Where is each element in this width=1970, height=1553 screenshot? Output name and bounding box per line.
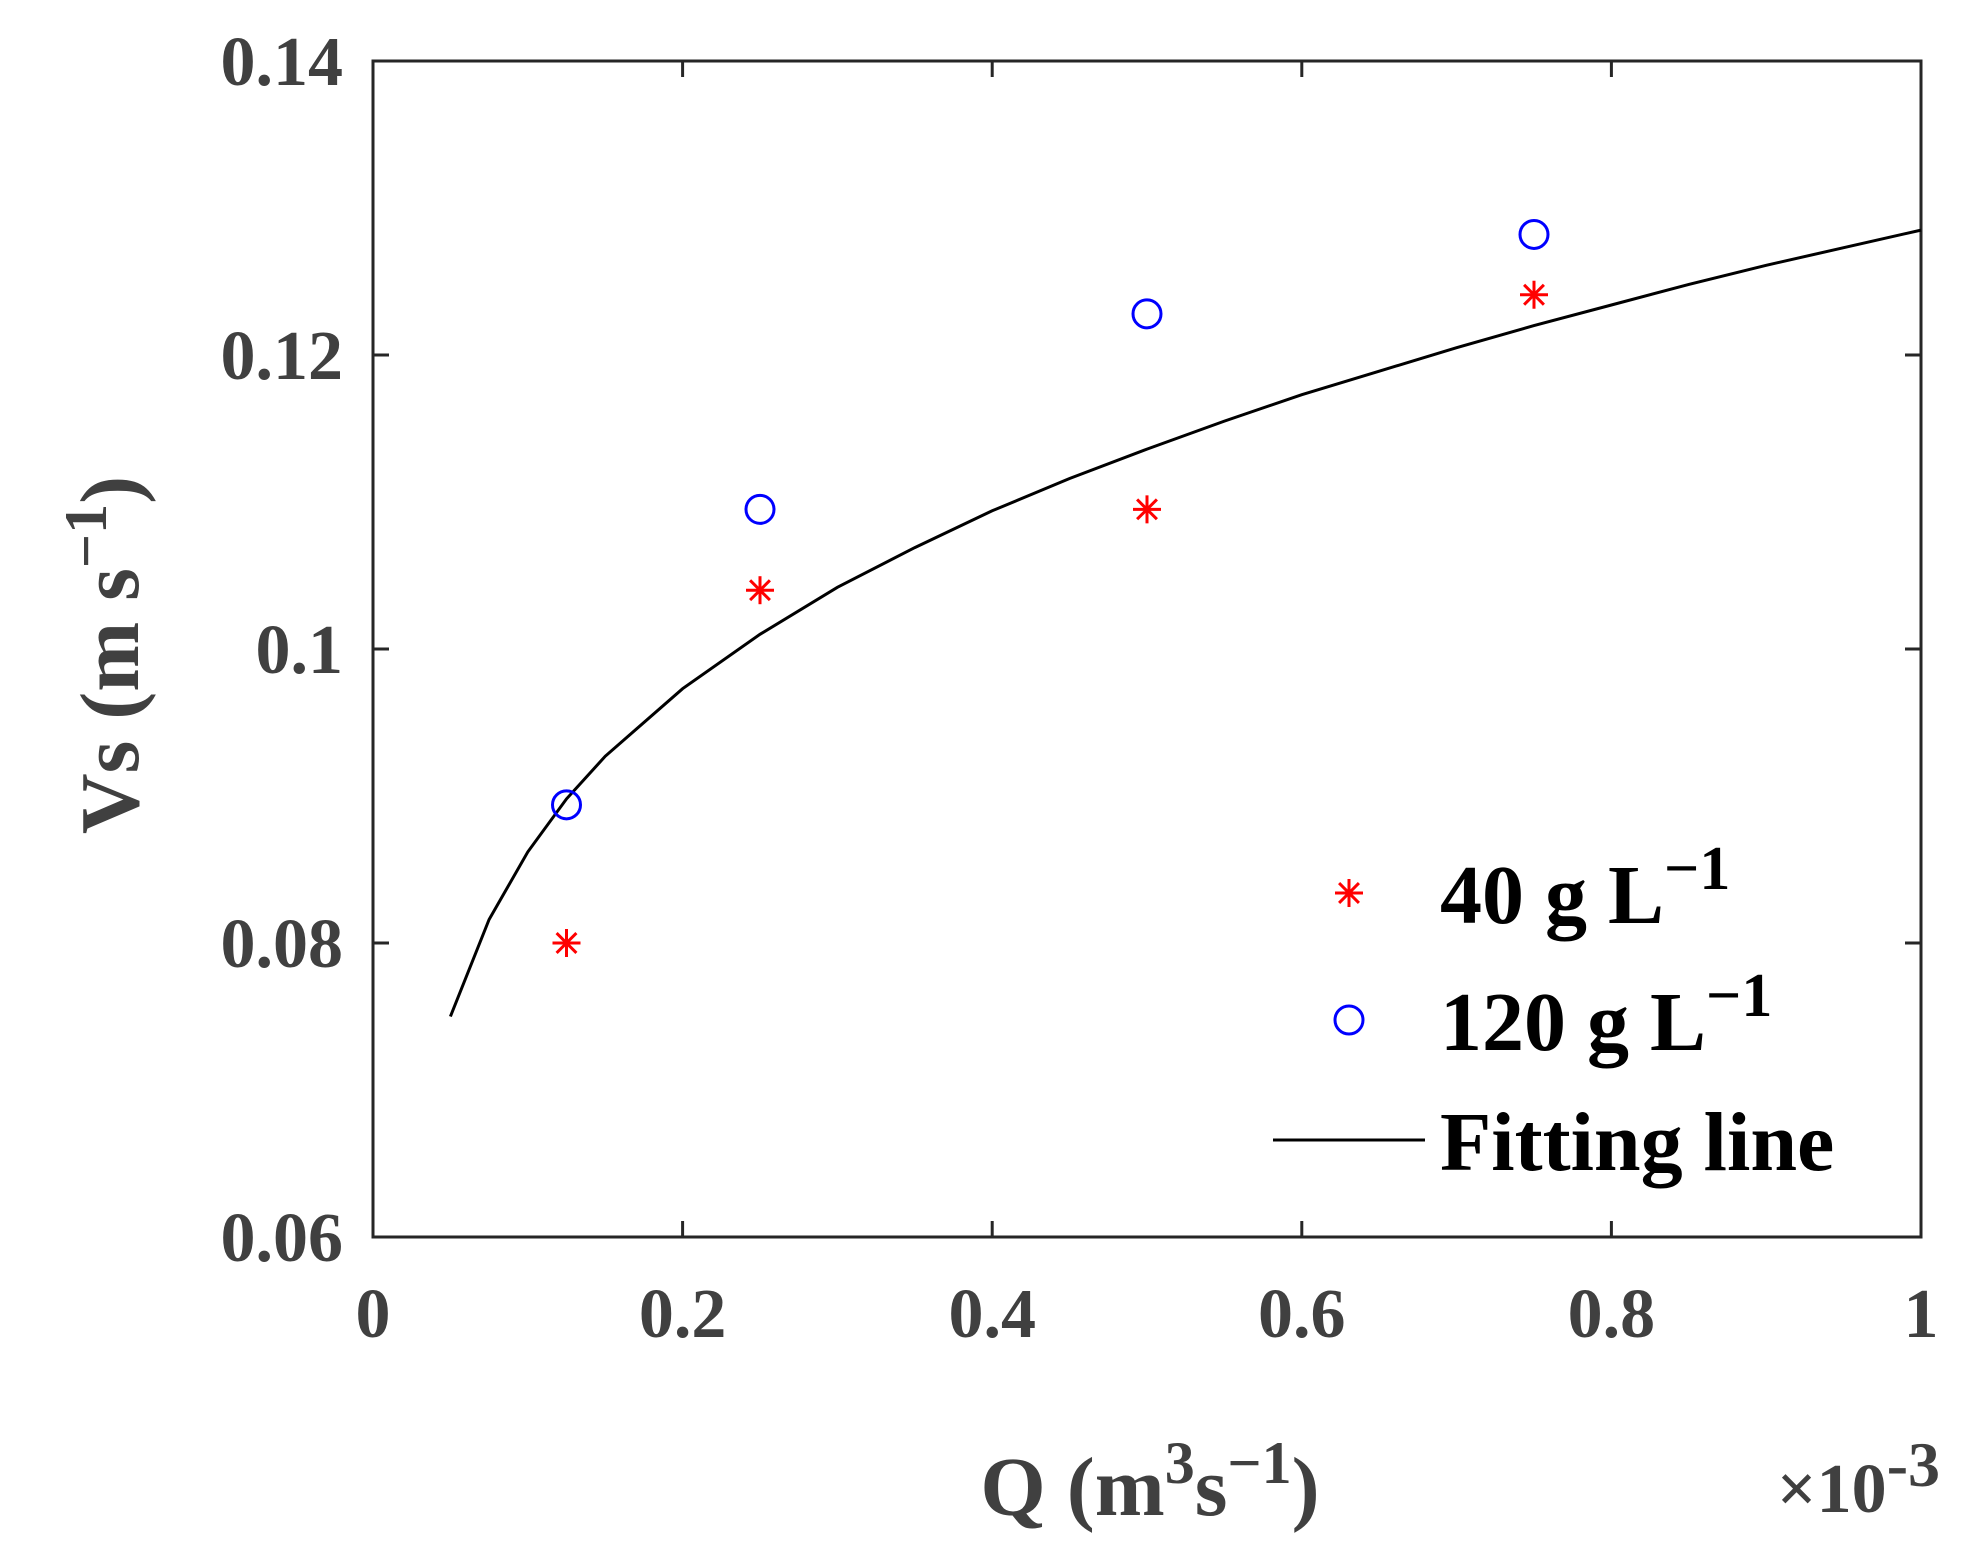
legend-label: Fitting line: [1440, 1096, 1834, 1189]
data-point-120: [1131, 298, 1163, 330]
y-tick-label: 0.08: [221, 906, 344, 983]
y-tick-labels: 0.06 0.08 0.1 0.12 0.14: [221, 24, 344, 1277]
fitting-line: [449, 228, 1922, 1018]
y-tick-label: 0.06: [221, 1200, 344, 1277]
x-tick-label: 1: [1904, 1276, 1939, 1353]
legend-label: 40 g L−1: [1440, 835, 1730, 942]
data-point-40: [746, 576, 774, 605]
legend: 40 g L−1 120 g L−1 Fitting line: [1273, 835, 1834, 1189]
x-multiplier: ×10-3: [1777, 1429, 1940, 1528]
x-tick-label: 0.2: [639, 1276, 727, 1353]
series-layer: [449, 218, 1922, 1018]
x-axis-label: Q (m3s−1): [980, 1430, 1319, 1534]
legend-marker-40: [1335, 879, 1363, 907]
data-point-40: [552, 929, 581, 957]
y-tick-label: 0.12: [221, 318, 344, 395]
data-point-120: [551, 789, 582, 821]
axis-ticks: [371, 59, 1923, 1239]
y-tick-label: 0.14: [221, 24, 344, 101]
x-tick-label: 0: [356, 1276, 391, 1353]
data-point-120: [1518, 218, 1550, 250]
data-point-40: [1520, 280, 1548, 309]
legend-marker-120: [1333, 1004, 1365, 1036]
y-tick-label: 0.1: [256, 612, 344, 689]
x-tick-label: 0.6: [1258, 1276, 1346, 1353]
legend-label: 120 g L−1: [1440, 962, 1772, 1069]
data-point-120: [744, 493, 776, 525]
x-tick-label: 0.4: [948, 1276, 1036, 1353]
data-point-40: [1133, 495, 1161, 524]
x-tick-label: 0.8: [1568, 1276, 1656, 1353]
x-tick-labels: 0 0.2 0.4 0.6 0.8 1: [356, 1276, 1939, 1353]
y-axis-label: Vs (m s−1): [53, 476, 157, 834]
